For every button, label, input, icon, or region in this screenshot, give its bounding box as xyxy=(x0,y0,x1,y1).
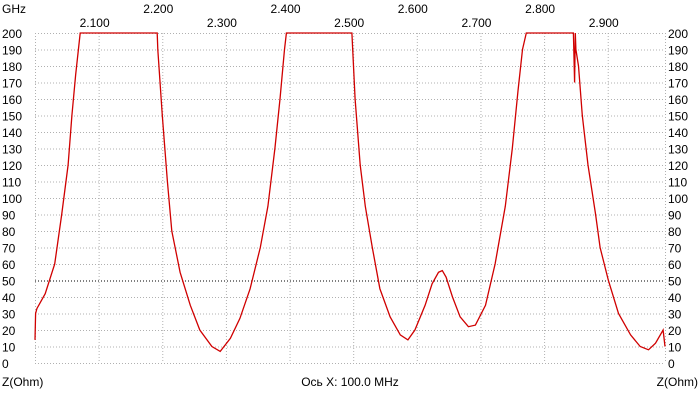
x-tick-labels: 2.100 2.200 2.300 2.400 2.500 2.600 2.700 2.800… xyxy=(80,2,619,30)
x-tick-label: 2.300 xyxy=(207,16,237,30)
y-tick-label-right: 140 xyxy=(668,126,688,140)
left-axis-label: Z(Ohm) xyxy=(2,375,43,389)
impedance-series-line xyxy=(34,32,666,353)
y-tick-label-right: 170 xyxy=(668,77,688,91)
y-tick-label-right: 70 xyxy=(668,242,682,256)
y-tick-label-left: 60 xyxy=(2,258,16,272)
y-tick-label-right: 50 xyxy=(668,275,682,289)
y-tick-label-left: 80 xyxy=(2,225,16,239)
y-tick-label-right: 30 xyxy=(668,308,682,322)
x-tick-label: 2.900 xyxy=(589,16,619,30)
y-tick-label-left: 120 xyxy=(2,159,22,173)
y-tick-label-right: 160 xyxy=(668,93,688,107)
y-tick-label-left: 0 xyxy=(2,357,9,371)
x-tick-label: 2.400 xyxy=(271,2,301,16)
y-tick-label-left: 160 xyxy=(2,93,22,107)
y-tick-label-right: 90 xyxy=(668,209,682,223)
x-tick-label: 2.500 xyxy=(334,16,364,30)
y-tick-labels: 0 0 10 10 20 20 30 30 40 40 50 50 60 60 70 70 80 80 90 90 10… xyxy=(2,27,688,371)
x-tick-label: 2.600 xyxy=(398,2,428,16)
y-tick-label-left: 10 xyxy=(2,341,16,355)
y-tick-label-right: 0 xyxy=(668,357,675,371)
y-tick-label-left: 110 xyxy=(2,176,21,190)
x-tick-label: 2.100 xyxy=(80,16,110,30)
y-tick-label-left: 30 xyxy=(2,308,16,322)
y-tick-label-left: 40 xyxy=(2,291,16,305)
y-tick-label-left: 90 xyxy=(2,209,16,223)
y-tick-label-left: 20 xyxy=(2,324,16,338)
y-tick-label-right: 190 xyxy=(668,44,688,58)
y-tick-label-right: 180 xyxy=(668,60,688,74)
x-scale-label: Ось X: 100.0 MHz xyxy=(301,375,399,389)
y-tick-label-right: 120 xyxy=(668,159,688,173)
x-tick-label: 2.700 xyxy=(461,16,491,30)
right-axis-label: Z(Ohm) xyxy=(657,375,698,389)
x-tick-label: 2.200 xyxy=(143,2,173,16)
y-tick-label-left: 50 xyxy=(2,275,16,289)
y-tick-label-left: 150 xyxy=(2,110,22,124)
y-tick-label-right: 130 xyxy=(668,143,688,157)
y-tick-label-left: 100 xyxy=(2,192,22,206)
y-tick-label-right: 150 xyxy=(668,110,688,124)
y-tick-label-left: 130 xyxy=(2,143,22,157)
x-tick-label: 2.800 xyxy=(525,2,555,16)
y-tick-label-left: 140 xyxy=(2,126,22,140)
y-tick-label-right: 40 xyxy=(668,291,682,305)
y-tick-label-right: 80 xyxy=(668,225,682,239)
y-tick-label-right: 100 xyxy=(668,192,688,206)
y-tick-label-left: 170 xyxy=(2,77,22,91)
y-tick-label-left: 70 xyxy=(2,242,16,256)
x-unit-label: GHz xyxy=(2,2,26,16)
y-tick-label-right: 20 xyxy=(668,324,682,338)
y-tick-label-right: 60 xyxy=(668,258,682,272)
y-tick-label-right: 110 xyxy=(668,176,687,190)
grid xyxy=(35,33,666,364)
y-tick-label-left: 190 xyxy=(2,44,22,58)
y-tick-label-right: 10 xyxy=(668,341,682,355)
y-tick-label-left: 200 xyxy=(2,27,22,41)
y-tick-label-left: 180 xyxy=(2,60,22,74)
y-tick-label-right: 200 xyxy=(668,27,688,41)
